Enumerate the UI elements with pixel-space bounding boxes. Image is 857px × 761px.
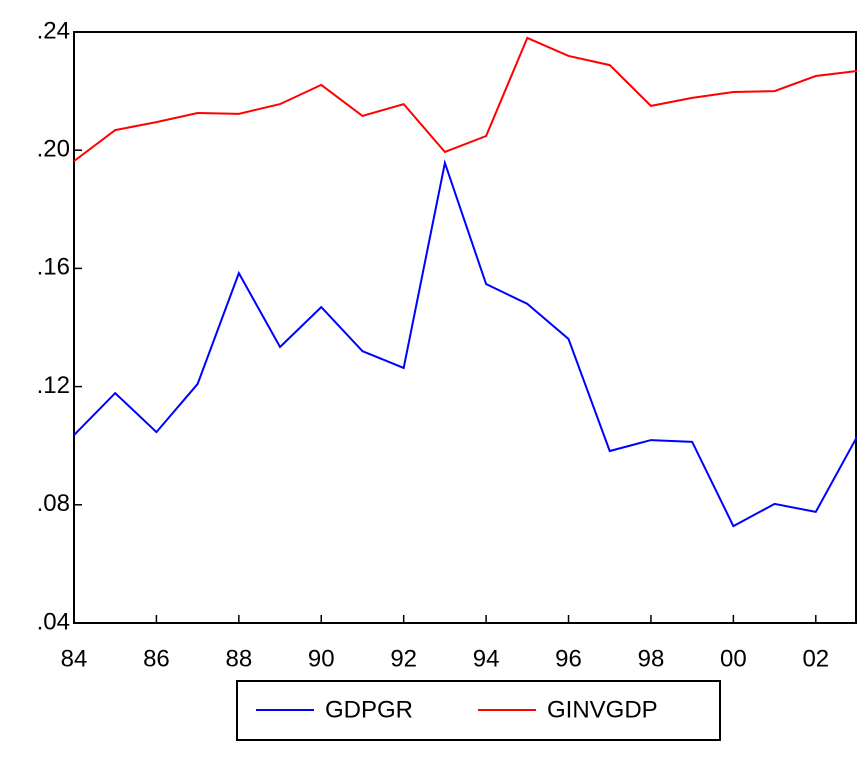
legend-box [236, 680, 721, 741]
x-tick-label: 90 [308, 645, 335, 672]
x-tick-label: 02 [802, 645, 829, 672]
series-line [73, 159, 857, 528]
x-tick-label: 94 [473, 645, 500, 672]
plot-frame [73, 31, 857, 624]
y-tick-label: .24 [37, 17, 70, 44]
x-tick-label: 92 [390, 645, 417, 672]
legend-label: GDPGR [325, 696, 413, 723]
x-tick-label: 00 [720, 645, 747, 672]
x-tick-label: 88 [225, 645, 252, 672]
y-tick-label: .12 [37, 372, 70, 399]
legend-label: GINVGDP [547, 696, 658, 723]
series-line [73, 36, 857, 162]
x-tick-label: 86 [143, 645, 170, 672]
x-tick-label: 84 [61, 645, 88, 672]
y-tick-label: .08 [37, 490, 70, 517]
x-tick-label: 98 [638, 645, 665, 672]
y-tick-label: .04 [37, 608, 70, 635]
y-tick-label: .16 [37, 254, 70, 281]
y-tick-label: .20 [37, 136, 70, 163]
x-tick-label: 96 [555, 645, 582, 672]
